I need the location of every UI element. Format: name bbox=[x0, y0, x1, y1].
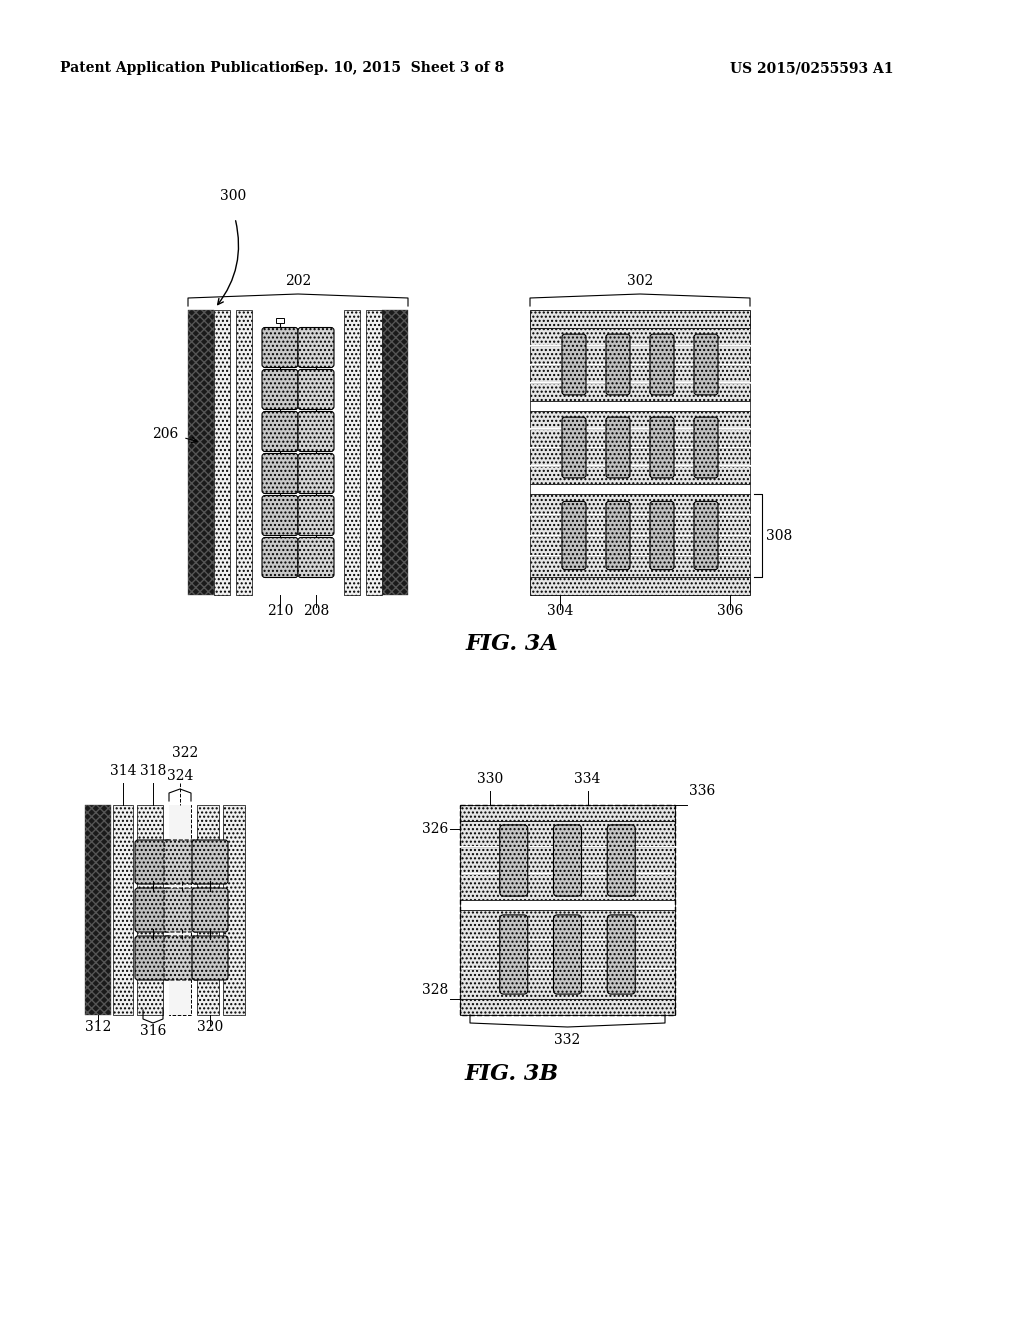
Bar bbox=[236, 310, 252, 595]
Bar bbox=[85, 805, 111, 1015]
FancyBboxPatch shape bbox=[193, 888, 228, 932]
FancyBboxPatch shape bbox=[500, 915, 527, 994]
FancyBboxPatch shape bbox=[607, 915, 635, 994]
Bar bbox=[530, 494, 750, 577]
Text: Patent Application Publication: Patent Application Publication bbox=[60, 61, 300, 75]
Text: US 2015/0255593 A1: US 2015/0255593 A1 bbox=[730, 61, 894, 75]
Text: 302: 302 bbox=[627, 275, 653, 288]
FancyBboxPatch shape bbox=[193, 840, 228, 884]
Bar bbox=[223, 805, 245, 1015]
Bar bbox=[460, 805, 675, 1015]
Bar bbox=[169, 805, 191, 1015]
FancyBboxPatch shape bbox=[135, 840, 171, 884]
Bar bbox=[276, 318, 284, 322]
Text: 330: 330 bbox=[477, 772, 503, 785]
FancyBboxPatch shape bbox=[298, 370, 334, 409]
Bar bbox=[214, 310, 230, 595]
FancyBboxPatch shape bbox=[262, 537, 298, 578]
FancyBboxPatch shape bbox=[298, 454, 334, 494]
FancyBboxPatch shape bbox=[298, 412, 334, 451]
Bar bbox=[530, 577, 750, 595]
FancyBboxPatch shape bbox=[135, 888, 171, 932]
FancyBboxPatch shape bbox=[262, 327, 298, 367]
Bar bbox=[197, 805, 219, 1015]
Bar bbox=[530, 411, 750, 484]
Text: 202: 202 bbox=[285, 275, 311, 288]
FancyBboxPatch shape bbox=[262, 370, 298, 409]
Bar bbox=[382, 310, 408, 595]
Bar bbox=[530, 327, 750, 401]
Bar bbox=[530, 401, 750, 411]
Text: 306: 306 bbox=[717, 605, 743, 618]
Bar bbox=[460, 900, 675, 909]
FancyBboxPatch shape bbox=[135, 936, 171, 979]
Text: 322: 322 bbox=[172, 746, 198, 760]
FancyBboxPatch shape bbox=[694, 334, 718, 395]
Bar bbox=[366, 310, 382, 595]
FancyBboxPatch shape bbox=[562, 502, 586, 570]
Text: 316: 316 bbox=[140, 1024, 166, 1038]
FancyBboxPatch shape bbox=[650, 334, 674, 395]
FancyBboxPatch shape bbox=[562, 334, 586, 395]
Text: 336: 336 bbox=[689, 784, 715, 799]
FancyBboxPatch shape bbox=[607, 825, 635, 896]
FancyBboxPatch shape bbox=[164, 840, 200, 884]
FancyBboxPatch shape bbox=[298, 495, 334, 536]
FancyBboxPatch shape bbox=[606, 417, 630, 478]
FancyBboxPatch shape bbox=[650, 417, 674, 478]
FancyBboxPatch shape bbox=[562, 417, 586, 478]
Text: 312: 312 bbox=[85, 1020, 112, 1034]
Bar bbox=[530, 484, 750, 494]
Bar bbox=[344, 310, 360, 595]
Text: 308: 308 bbox=[766, 528, 793, 543]
Text: 318: 318 bbox=[140, 764, 166, 777]
Bar bbox=[460, 821, 675, 900]
Text: 332: 332 bbox=[554, 1034, 581, 1047]
FancyBboxPatch shape bbox=[650, 502, 674, 570]
Text: FIG. 3B: FIG. 3B bbox=[465, 1063, 559, 1085]
Text: Sep. 10, 2015  Sheet 3 of 8: Sep. 10, 2015 Sheet 3 of 8 bbox=[296, 61, 505, 75]
Text: 326: 326 bbox=[422, 822, 449, 836]
FancyBboxPatch shape bbox=[164, 888, 200, 932]
Bar bbox=[169, 805, 191, 1015]
Text: 324: 324 bbox=[167, 770, 194, 783]
Text: 300: 300 bbox=[220, 189, 246, 203]
FancyBboxPatch shape bbox=[554, 915, 582, 994]
FancyBboxPatch shape bbox=[694, 502, 718, 570]
Text: 208: 208 bbox=[303, 605, 329, 618]
Bar bbox=[460, 999, 675, 1015]
FancyBboxPatch shape bbox=[298, 537, 334, 578]
Text: 314: 314 bbox=[110, 764, 136, 777]
FancyBboxPatch shape bbox=[262, 495, 298, 536]
Text: 206: 206 bbox=[152, 426, 178, 441]
Bar bbox=[530, 310, 750, 327]
FancyBboxPatch shape bbox=[694, 417, 718, 478]
Text: 210: 210 bbox=[267, 605, 293, 618]
Text: 334: 334 bbox=[574, 772, 601, 785]
FancyBboxPatch shape bbox=[193, 936, 228, 979]
FancyBboxPatch shape bbox=[262, 454, 298, 494]
FancyBboxPatch shape bbox=[298, 327, 334, 367]
Text: 320: 320 bbox=[197, 1020, 223, 1034]
Text: 304: 304 bbox=[547, 605, 573, 618]
Bar bbox=[113, 805, 133, 1015]
FancyBboxPatch shape bbox=[606, 334, 630, 395]
Text: 328: 328 bbox=[422, 983, 449, 997]
Bar bbox=[137, 805, 163, 1015]
FancyBboxPatch shape bbox=[554, 825, 582, 896]
FancyBboxPatch shape bbox=[500, 825, 527, 896]
FancyBboxPatch shape bbox=[262, 412, 298, 451]
Bar bbox=[460, 805, 675, 821]
Bar bbox=[460, 909, 675, 999]
FancyBboxPatch shape bbox=[164, 936, 200, 979]
Bar bbox=[188, 310, 214, 595]
Text: FIG. 3A: FIG. 3A bbox=[466, 634, 558, 655]
FancyBboxPatch shape bbox=[606, 502, 630, 570]
